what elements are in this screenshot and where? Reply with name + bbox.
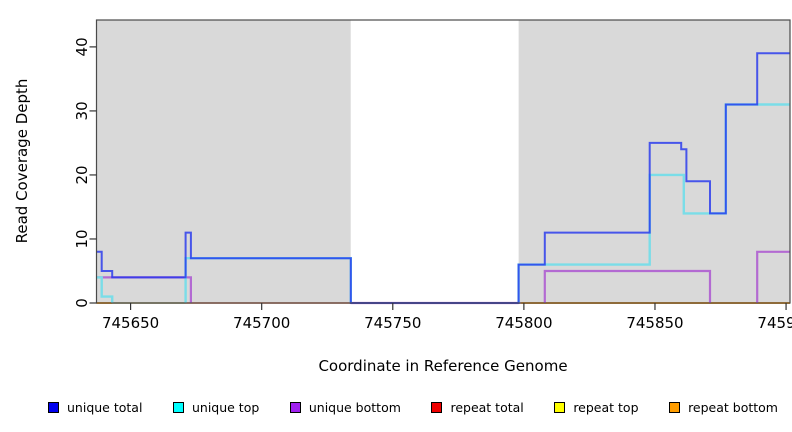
x-tick-label: 745900 [757, 314, 792, 332]
legend-item-unique-top: unique top [172, 400, 260, 415]
x-tick-label: 745800 [495, 314, 552, 332]
legend-item-repeat-bottom: repeat bottom [669, 400, 778, 415]
x-tick-label: 745700 [233, 314, 290, 332]
y-tick-label: 10 [73, 229, 91, 248]
repeat-total-swatch-icon [431, 402, 443, 413]
y-axis-label: Read Coverage Depth [13, 78, 31, 244]
y-tick-label: 40 [73, 37, 91, 56]
chart-legend: unique total unique top unique bottom repea… [48, 400, 778, 415]
x-tick-label: 745750 [364, 314, 421, 332]
legend-item-unique-bottom: unique bottom [289, 400, 401, 415]
legend-label: repeat total [450, 400, 524, 415]
series-line-unique-top [96, 276, 114, 303]
legend-label: repeat top [573, 400, 639, 415]
coverage-step-chart: 745650 745700 745750 745800 745850 745900 0 10 2… [73, 19, 792, 332]
gap-region [350, 20, 519, 303]
legend-item-repeat-total: repeat total [431, 400, 524, 415]
unique-top-swatch-icon [172, 402, 184, 413]
covered-region-right [518, 20, 790, 303]
x-tick-label: 745850 [626, 314, 683, 332]
x-axis-label: Coordinate in Reference Genome [318, 357, 568, 375]
unique-bottom-swatch-icon [289, 402, 301, 413]
y-tick-label: 0 [73, 298, 91, 308]
series-line-unique-total [96, 52, 790, 304]
legend-label: unique total [67, 400, 143, 415]
y-tick-label: 20 [73, 165, 91, 184]
legend-label: unique top [191, 400, 260, 415]
plot-box [95, 19, 791, 304]
repeat-bottom-swatch-icon [669, 402, 681, 413]
legend-item-unique-total: unique total [48, 400, 142, 415]
series-line-unique-bottom [756, 250, 790, 303]
y-tick-label: 30 [73, 101, 91, 120]
series-line-unique-bottom [543, 269, 712, 303]
covered-region-left [96, 20, 351, 303]
repeat-top-swatch-icon [554, 402, 566, 413]
x-tick-label: 745650 [102, 314, 159, 332]
legend-item-repeat-top: repeat top [554, 400, 639, 415]
legend-label: unique bottom [308, 400, 401, 415]
legend-label: repeat bottom [688, 400, 778, 415]
unique-total-swatch-icon [48, 402, 59, 413]
